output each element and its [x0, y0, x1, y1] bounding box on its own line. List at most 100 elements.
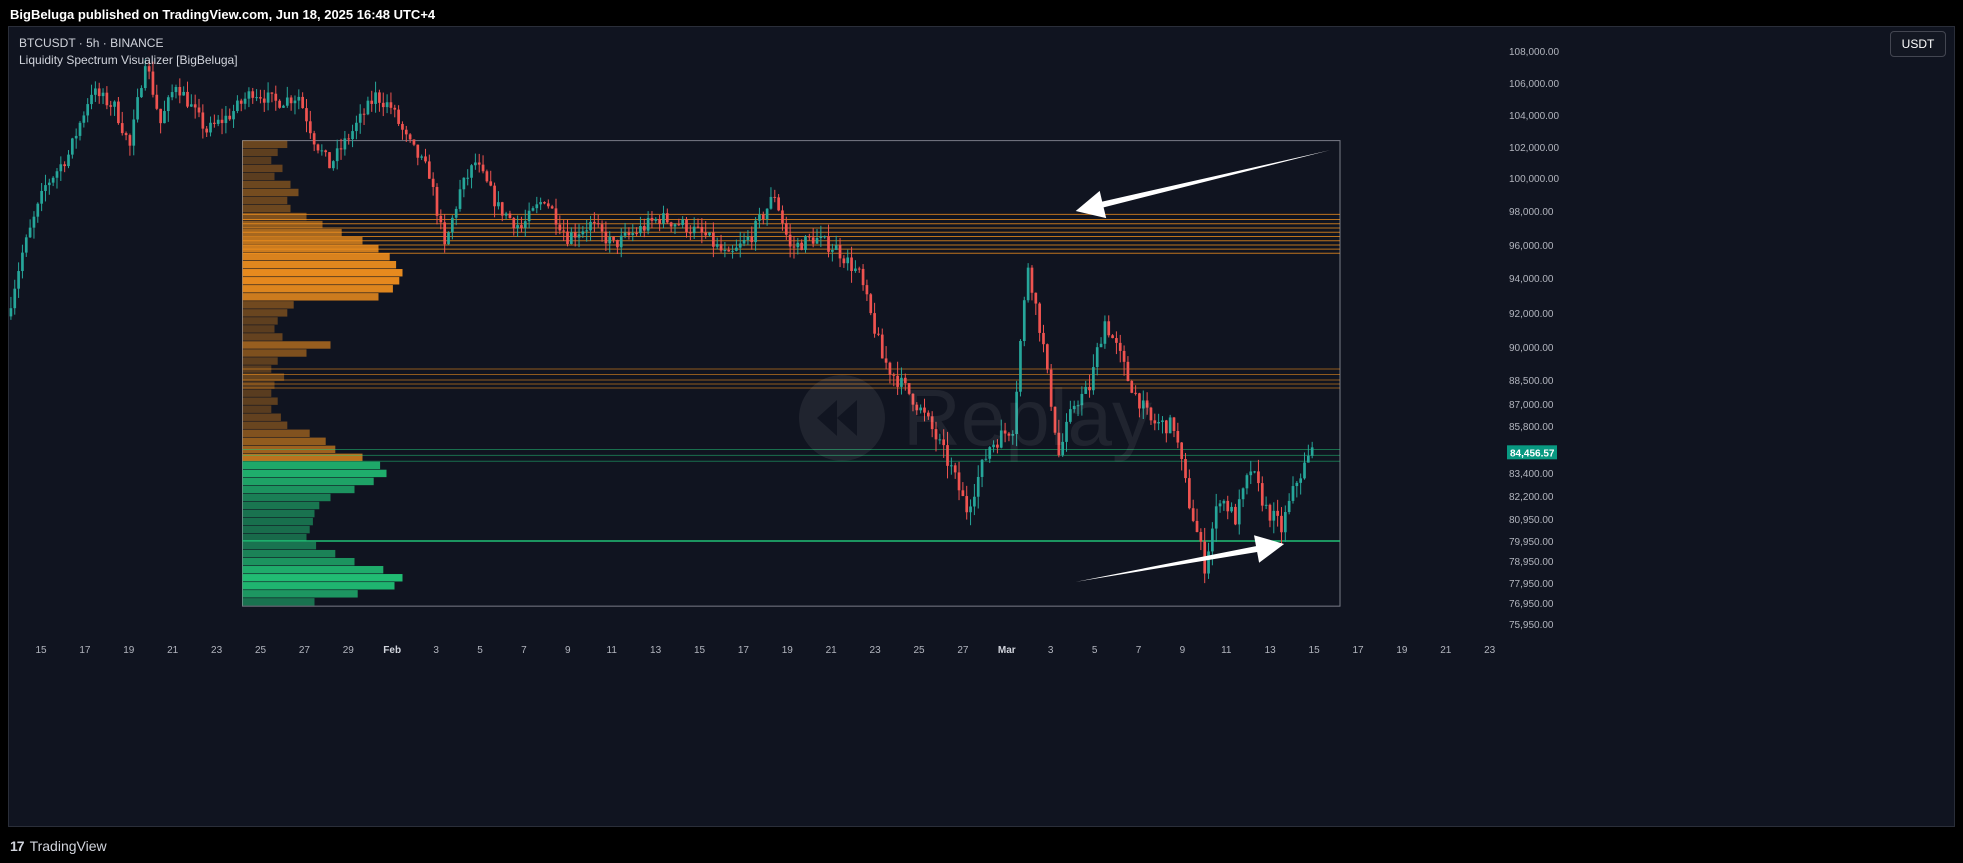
candle [328, 152, 331, 169]
profile-bin [242, 252, 390, 261]
candle-body [1230, 506, 1233, 512]
currency-button[interactable]: USDT [1890, 31, 1946, 57]
candle-body [942, 439, 946, 446]
candle-body [378, 92, 381, 103]
candle-body [1257, 471, 1260, 484]
candle [32, 211, 36, 239]
candle-body [1130, 381, 1134, 393]
candle-body [1126, 361, 1130, 382]
indicator-legend[interactable]: Liquidity Spectrum Visualizer [BigBeluga… [19, 53, 238, 67]
candle-body [316, 144, 320, 151]
candle-body [869, 294, 873, 314]
candle [984, 449, 988, 461]
candle [996, 439, 999, 454]
candlestick-chart[interactable]: 108,000.00 106,000.00 104,000.00 102,000.00… [9, 27, 1956, 828]
candle [485, 169, 489, 183]
tradingview-brand[interactable]: 17 TradingView [10, 838, 107, 854]
candle [201, 104, 205, 139]
candle [343, 130, 347, 156]
candle [531, 206, 535, 212]
candle [758, 207, 761, 229]
candle [815, 229, 819, 244]
candle-body [236, 100, 239, 112]
candle [1280, 507, 1283, 544]
candle [1310, 441, 1314, 459]
candle [470, 164, 473, 189]
candle-body [973, 496, 976, 507]
candle-body [539, 202, 542, 205]
candle-body [466, 177, 470, 179]
profile-bin [242, 525, 310, 534]
candle-body [270, 92, 274, 94]
candle-body [427, 161, 431, 179]
candle-body [892, 374, 896, 376]
current-price-label: 84,456.57 [1510, 448, 1555, 459]
candle [70, 137, 74, 159]
candle-body [761, 214, 765, 220]
candle-body [205, 128, 209, 133]
candle [454, 206, 458, 226]
candle-body [1092, 367, 1095, 391]
candle [236, 95, 239, 114]
candle [1264, 496, 1268, 510]
candle-body [573, 232, 577, 238]
candle [769, 187, 773, 210]
candle-body [1214, 506, 1218, 529]
candle [957, 461, 961, 501]
candle [646, 211, 650, 235]
candle-body [1157, 422, 1160, 424]
profile-bin [242, 493, 331, 502]
candle [673, 223, 677, 235]
candle-body [159, 108, 162, 124]
candle-body [424, 156, 427, 162]
candle [888, 361, 892, 384]
candle-body [1191, 508, 1195, 521]
candle-body [247, 91, 251, 99]
candle-body [216, 119, 220, 124]
candle [1237, 489, 1241, 535]
candle-body [182, 91, 185, 96]
candle [209, 116, 212, 137]
candle [685, 216, 688, 238]
candle-body [1295, 482, 1299, 487]
candle [1276, 499, 1279, 527]
candle-body [700, 226, 704, 233]
candle-body [266, 92, 270, 103]
symbol-legend[interactable]: BTCUSDT · 5h · BINANCE [19, 36, 164, 50]
candle [973, 483, 976, 516]
profile-bin [242, 156, 272, 165]
chart-frame[interactable]: 108,000.00 106,000.00 104,000.00 102,000.00… [8, 26, 1955, 827]
candle [570, 227, 573, 245]
candle-body [650, 217, 654, 221]
candle [1030, 265, 1034, 301]
candle-body [343, 138, 347, 150]
replay-text: Replay [903, 373, 1153, 462]
candle-body [831, 249, 834, 252]
candle [566, 219, 569, 247]
candle-body [581, 231, 585, 235]
candle-body [735, 247, 738, 251]
candle-body [619, 235, 623, 248]
candle-body [984, 458, 988, 460]
candle-body [101, 92, 105, 97]
candle [424, 148, 427, 164]
candle [251, 87, 255, 104]
candle [988, 446, 992, 463]
candle [381, 92, 385, 117]
candle [807, 233, 811, 241]
candle [723, 242, 727, 258]
candle [631, 224, 635, 242]
candle [900, 367, 903, 395]
candle-body [239, 100, 243, 104]
candle-body [712, 232, 715, 247]
brand-text: TradingView [29, 838, 107, 854]
profile-bin [242, 349, 307, 357]
candle-body [907, 383, 911, 394]
price-tick-label: 98,000.00 [1509, 207, 1554, 218]
candle [1164, 419, 1168, 443]
candle-body [147, 66, 151, 72]
candle-body [754, 220, 757, 243]
candle-body [516, 225, 519, 229]
candle-body [669, 222, 673, 227]
candle-body [880, 334, 884, 359]
